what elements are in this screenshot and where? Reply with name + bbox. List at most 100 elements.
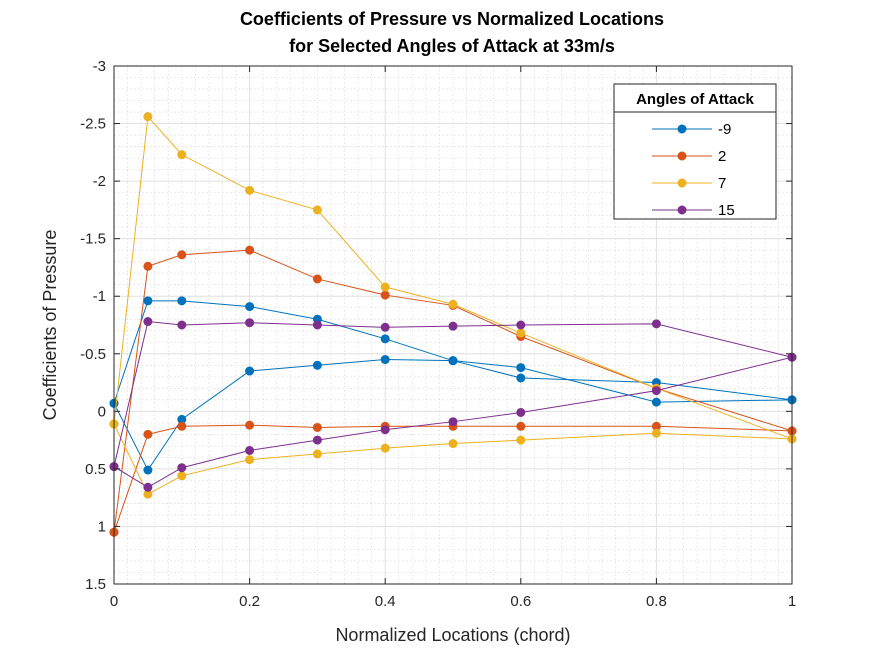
data-point <box>177 296 187 306</box>
data-point <box>245 185 255 195</box>
data-point <box>143 296 153 306</box>
series-line <box>113 321 793 467</box>
data-point <box>516 328 526 338</box>
legend-entry: -9 <box>652 121 731 138</box>
data-point <box>177 320 187 330</box>
x-axis-label: Normalized Locations (chord) <box>335 625 570 645</box>
series-line <box>113 249 793 533</box>
data-point <box>245 366 255 376</box>
legend-marker <box>677 205 687 215</box>
data-point <box>380 334 390 344</box>
data-point <box>380 355 390 365</box>
legend-entry: 7 <box>652 175 726 192</box>
data-point <box>177 421 187 431</box>
data-point <box>143 317 153 327</box>
data-point <box>380 290 390 300</box>
data-point <box>312 435 322 445</box>
data-point <box>516 363 526 373</box>
data-point <box>380 282 390 292</box>
series-layer <box>109 112 797 537</box>
data-point <box>312 320 322 330</box>
data-point <box>448 417 458 427</box>
data-point <box>312 205 322 215</box>
legend: Angles of Attack -9 2 7 15 <box>613 83 777 220</box>
series-1 <box>109 245 797 537</box>
y-tick-label: 1 <box>98 518 106 535</box>
x-tick-label: 1 <box>788 593 796 610</box>
legend-entry: 15 <box>652 202 735 219</box>
data-point <box>516 320 526 330</box>
legend-marker <box>677 178 687 188</box>
data-point <box>143 482 153 492</box>
series-line <box>113 300 793 404</box>
x-axis-tick-labels: 0 0.2 0.4 0.6 0.8 1 <box>110 593 796 610</box>
chart-title-line-1: Coefficients of Pressure vs Normalized L… <box>240 9 664 29</box>
legend-label: 15 <box>718 202 735 219</box>
legend-entry: 2 <box>652 148 726 165</box>
series-line <box>113 115 793 440</box>
series-line <box>113 424 793 533</box>
data-point <box>245 455 255 465</box>
data-point <box>651 397 661 407</box>
y-tick-label: -1 <box>93 288 106 305</box>
series-line <box>113 356 793 488</box>
x-tick-label: 0.2 <box>239 593 260 610</box>
y-tick-label: -2 <box>93 173 106 190</box>
data-point <box>380 443 390 453</box>
data-point <box>312 274 322 284</box>
x-tick-label: 0 <box>110 593 118 610</box>
legend-entries: -9 2 7 15 <box>652 121 735 219</box>
data-point <box>651 386 661 396</box>
data-point <box>143 112 153 122</box>
data-point <box>143 429 153 439</box>
data-point <box>448 299 458 309</box>
legend-label: 7 <box>718 175 726 192</box>
data-point <box>516 421 526 431</box>
x-tick-label: 0.8 <box>646 593 667 610</box>
data-point <box>245 302 255 312</box>
series-line <box>113 359 793 472</box>
y-tick-label: -3 <box>93 58 106 75</box>
data-point <box>380 322 390 332</box>
y-tick-label: -2.5 <box>80 116 106 133</box>
data-point <box>143 465 153 475</box>
x-tick-label: 0.6 <box>510 593 531 610</box>
series-3 <box>109 317 797 492</box>
data-point <box>516 435 526 445</box>
data-point <box>177 250 187 260</box>
legend-title: Angles of Attack <box>636 91 754 108</box>
data-point <box>312 360 322 370</box>
series-2 <box>109 112 797 499</box>
data-point <box>177 471 187 481</box>
data-point <box>312 449 322 459</box>
y-tick-label: 0 <box>98 403 106 420</box>
data-point <box>143 261 153 271</box>
data-point <box>448 356 458 366</box>
y-tick-label: 1.5 <box>85 576 106 593</box>
y-axis-tick-labels: -3 -2.5 -2 -1.5 -1 -0.5 0 0.5 1 1.5 <box>80 58 106 593</box>
data-point <box>177 150 187 160</box>
legend-marker <box>677 151 687 161</box>
y-tick-label: 0.5 <box>85 461 106 478</box>
y-tick-label: -0.5 <box>80 346 106 363</box>
data-point <box>516 407 526 417</box>
data-point <box>651 428 661 438</box>
series-line <box>113 423 793 495</box>
x-tick-label: 0.4 <box>375 593 396 610</box>
data-point <box>312 422 322 432</box>
legend-box <box>613 83 777 220</box>
data-point <box>380 425 390 435</box>
legend-label: 2 <box>718 148 726 165</box>
y-tick-label: -1.5 <box>80 231 106 248</box>
axis-ticks <box>113 65 793 585</box>
data-point <box>448 439 458 449</box>
data-point <box>651 319 661 329</box>
data-point <box>245 445 255 455</box>
data-point <box>245 318 255 328</box>
data-point <box>245 420 255 430</box>
chart-title-line-2: for Selected Angles of Attack at 33m/s <box>289 36 615 56</box>
legend-label: -9 <box>718 121 731 138</box>
data-point <box>448 321 458 331</box>
data-point <box>516 373 526 383</box>
